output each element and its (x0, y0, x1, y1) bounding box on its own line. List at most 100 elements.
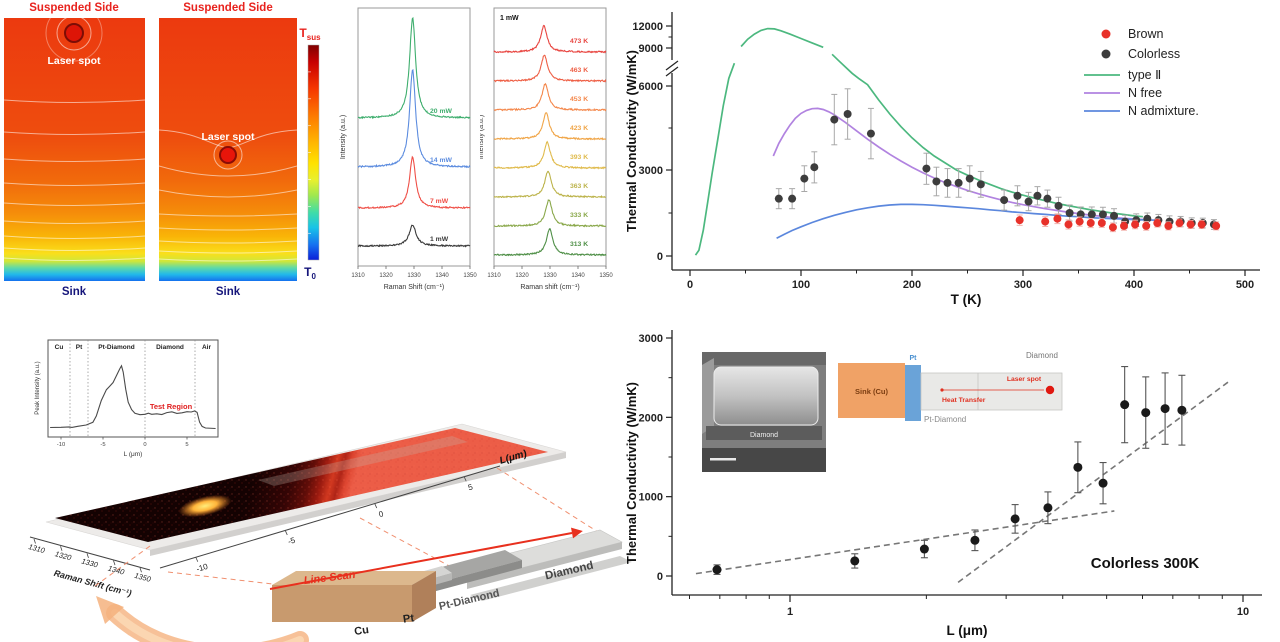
data-point-colorless (1043, 503, 1053, 513)
guide-dashed-line (496, 467, 599, 533)
x-axis-title: Raman shift (cm⁻¹) (520, 284, 579, 291)
legend-marker (1101, 29, 1111, 39)
data-point-colorless (1024, 197, 1033, 206)
sem-top-band (702, 352, 826, 365)
raman-map-speckle (55, 428, 548, 542)
isotherm-contour (4, 235, 145, 239)
data-point-colorless (1141, 408, 1151, 418)
isotherm-contour (4, 220, 145, 224)
hot-spot-glow (178, 494, 232, 518)
spectrum-line (357, 68, 471, 169)
x-axis-title: Raman Shift (cm⁻¹) (384, 284, 444, 291)
l-tick-label: -10 (195, 562, 209, 574)
line-scan-arrow (269, 532, 573, 590)
data-point-colorless (788, 194, 797, 203)
schematic-sink-box (838, 363, 905, 418)
y-axis-title: Thermal Conductivity (W/mK) (624, 50, 639, 232)
x-tick-label: 1350 (463, 273, 477, 279)
x-tick-label: 1340 (435, 273, 449, 279)
data-point-brown (1086, 219, 1095, 228)
spectrum-line (494, 112, 607, 141)
y-axis-title: Peak Intensity (a.u.) (35, 361, 41, 414)
raman-map-gray-stripe (258, 436, 468, 486)
data-point-brown (1108, 223, 1117, 232)
data-point-colorless (866, 129, 875, 138)
legend-marker (1101, 49, 1111, 59)
region-label: Pt-Diamond (98, 344, 135, 351)
l-tick-label: 5 (467, 482, 474, 492)
x-tick-label: -5 (100, 442, 105, 448)
isotherm-contour (159, 240, 297, 244)
x-tick-label: 1320 (379, 273, 393, 279)
spectrum-label: 423 K (570, 125, 588, 132)
sink-label: Sink (62, 286, 87, 298)
legend-label: Brown (1128, 27, 1163, 41)
data-point-colorless (810, 163, 819, 172)
laser-spot-marker (219, 146, 237, 164)
x-tick-label: 300 (1014, 279, 1032, 291)
plot-frame (493, 7, 607, 267)
raman-axis-tick (139, 567, 142, 573)
l-axis-line (159, 465, 501, 569)
isotherm-contour (4, 202, 145, 206)
suspended-side-title: Suspended Side (29, 2, 118, 14)
isotherm-contour (159, 213, 297, 217)
laser-spot-label: Laser spot (47, 55, 101, 67)
x-tick-label: 1310 (487, 273, 501, 279)
spectrum-label: 453 K (570, 96, 588, 103)
data-point-colorless (954, 178, 963, 187)
data-point-colorless (932, 177, 941, 186)
x-tick-label: 400 (1125, 279, 1143, 291)
pt-diamond-block-label: Pt-Diamond (438, 587, 501, 613)
data-point-colorless (800, 174, 809, 183)
spectrum-line (493, 199, 607, 228)
isotherm-contour (45, 18, 103, 62)
sem-side-face (702, 358, 714, 434)
raman-axis-tick (33, 538, 36, 544)
x-tick-label: 1320 (515, 273, 529, 279)
x-tick-label: 10 (1237, 606, 1249, 618)
pt-diamond-label: Pt-Diamond (924, 415, 966, 424)
spectrum-label: 393 K (570, 154, 588, 161)
data-point-brown (1097, 219, 1106, 228)
data-point-brown (1153, 219, 1162, 228)
data-point-brown (1120, 221, 1129, 230)
spectrum-label: 333 K (570, 212, 588, 219)
data-point-colorless (843, 110, 852, 118)
data-point-colorless (1177, 405, 1187, 415)
raman-tick-label: 1320 (54, 549, 73, 562)
x-tick-label: 1330 (407, 273, 421, 279)
isotherm-contour (159, 227, 297, 231)
legend-label: type Ⅱ (1128, 68, 1161, 82)
guide-dashed-line (167, 571, 291, 587)
data-point-brown (1175, 219, 1184, 228)
y-tick-label: 0 (657, 251, 663, 263)
condition-annotation: Colorless 300K (1091, 555, 1200, 572)
tspan-shape: sus (307, 33, 321, 42)
x-tick-label: 1350 (599, 273, 613, 279)
y-tick-label: 6000 (639, 81, 663, 93)
spectrum-line (493, 228, 607, 257)
tspan-shape: 0 (311, 272, 316, 281)
isotherm-contour (159, 258, 297, 262)
unfold-arrow-core (111, 609, 304, 642)
raman-axis-tick (86, 553, 89, 559)
x-tick-label: 1310 (351, 273, 365, 279)
spectrum-line (493, 140, 607, 170)
cu-block-label: Cu (353, 624, 369, 638)
laser-spot-marker (64, 23, 84, 43)
spectrum-label: 463 K (570, 67, 588, 74)
y-tick-label: 12000 (632, 21, 663, 33)
test-region-annotation: Test Region (150, 402, 193, 411)
model-curve-type-ii (694, 27, 1143, 256)
sem-scale-bar (710, 458, 736, 461)
y-tick-label: 0 (657, 571, 663, 583)
data-point-brown (1197, 220, 1206, 229)
data-point-brown (1131, 220, 1140, 229)
axis-break-mark (665, 60, 679, 71)
raman-power-spectra-chart: 1310 1320 1330 1340 1350 Raman Shift (cm⁻¹) In… (340, 7, 477, 291)
axis-break-mask (667, 60, 677, 73)
thermal-conductivity-vs-length-chart: 1 10 0 1000 2000 3000 Thermal Conductivity (W/… (624, 330, 1262, 638)
legend-label: N free (1128, 86, 1162, 100)
contour-group (4, 18, 145, 261)
